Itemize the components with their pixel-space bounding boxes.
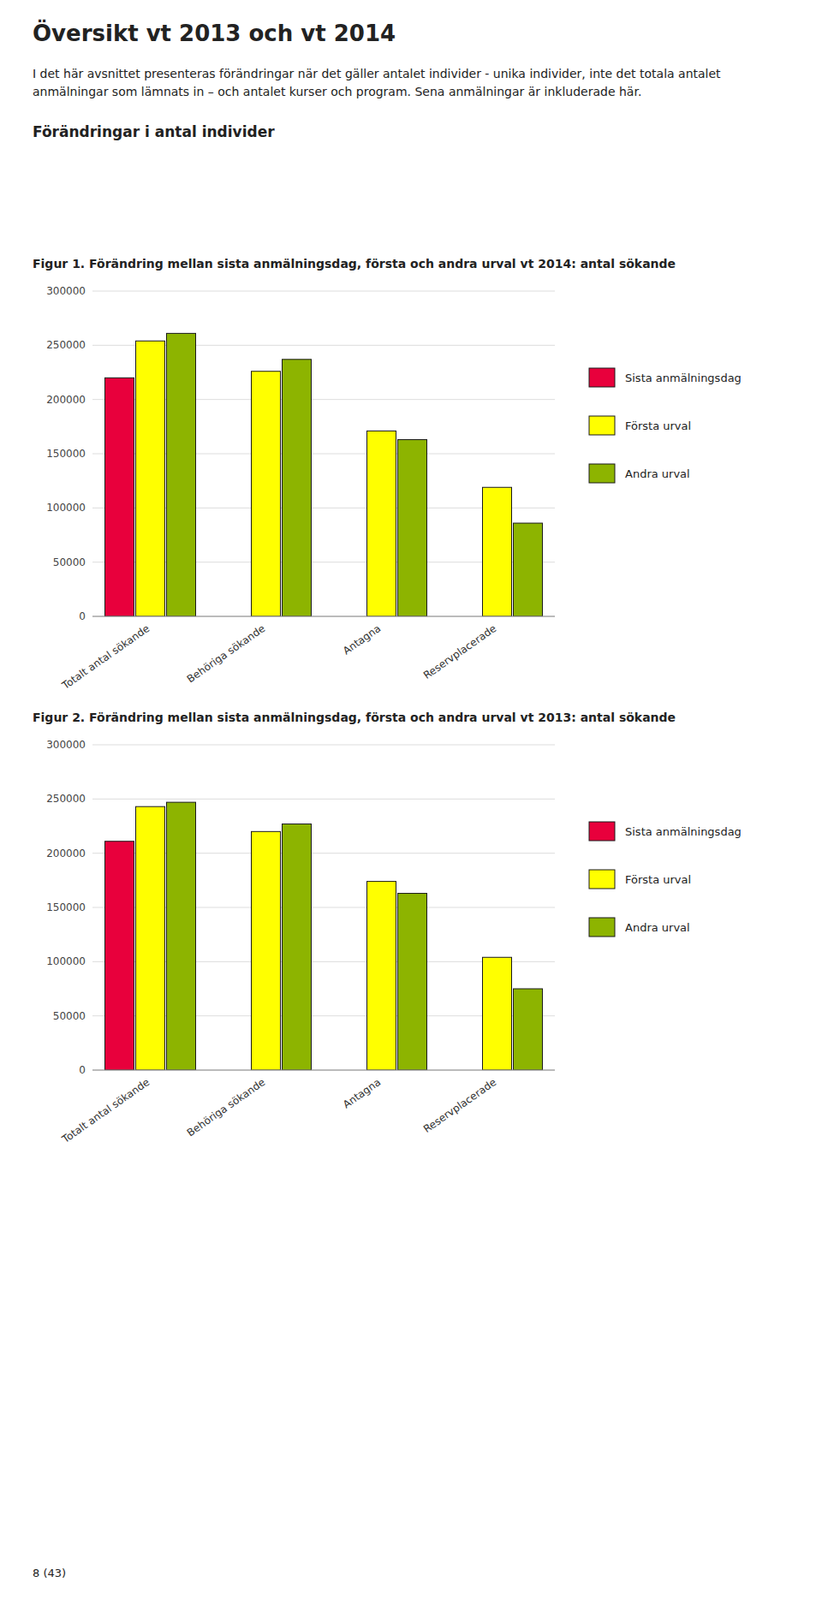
x-tick-label: Totalt antal sökande	[59, 1076, 152, 1146]
x-tick-label: Reservplacerade	[421, 622, 499, 682]
bar	[251, 831, 281, 1071]
x-axis-line	[92, 616, 555, 618]
bar	[367, 881, 397, 1071]
chart-block: Figur 2. Förändring mellan sista anmälni…	[32, 710, 804, 1163]
legend-swatch	[589, 822, 615, 841]
bars	[105, 333, 543, 617]
bar	[166, 333, 197, 617]
chart-svg: 0 50000 100000 150000 200000 250000 300000 Tota…	[32, 731, 804, 1160]
bar	[136, 340, 166, 617]
x-tick-label: Antagna	[340, 1076, 383, 1111]
grid-line	[92, 616, 555, 618]
legend-label: Sista anmälningsdag	[625, 825, 742, 839]
y-tick-label: 150000	[46, 901, 86, 914]
grid-line	[92, 1070, 555, 1072]
legend-swatch	[589, 368, 615, 388]
legend-swatch	[589, 869, 615, 889]
header: Översikt vt 2013 och vt 2014 I det här a…	[32, 20, 790, 141]
legend: Sista anmälningsdag Första urval Andra urv…	[589, 822, 742, 937]
bar	[398, 893, 428, 1071]
x-tick-label: Antagna	[340, 622, 383, 657]
bar	[136, 806, 166, 1071]
chart-title: Figur 2. Förändring mellan sista anmälni…	[32, 710, 804, 725]
legend-label: Andra urval	[625, 921, 691, 935]
y-tick-label: 250000	[46, 339, 86, 352]
y-tick-label: 50000	[53, 1010, 86, 1023]
bar	[513, 988, 543, 1071]
y-tick-label: 100000	[46, 501, 86, 514]
legend-label: Andra urval	[625, 467, 691, 481]
x-tick-label: Reservplacerade	[421, 1076, 499, 1136]
y-tick-label: 100000	[46, 955, 86, 968]
intro-text: I det här avsnittet presenteras förändri…	[32, 65, 790, 102]
chart-title: Figur 1. Förändring mellan sista anmälni…	[32, 256, 804, 271]
bar	[166, 802, 197, 1071]
x-tick-label: Totalt antal sökande	[59, 622, 152, 692]
y-tick-label: 0	[78, 610, 86, 623]
section-title: Förändringar i antal individer	[32, 123, 790, 141]
bar	[482, 487, 513, 617]
bar	[367, 430, 397, 617]
chart-block: Figur 1. Förändring mellan sista anmälni…	[32, 256, 804, 709]
bar	[513, 523, 543, 617]
legend: Sista anmälningsdag Första urval Andra urv…	[589, 368, 742, 483]
legend-swatch	[589, 464, 615, 483]
bar	[398, 440, 428, 617]
bar	[105, 841, 135, 1071]
bar	[282, 359, 312, 617]
y-tick-label: 150000	[46, 447, 86, 460]
y-tick-label: 50000	[53, 556, 86, 569]
x-tick-label: Behöriga sökande	[184, 622, 268, 685]
x-tick-label: Behöriga sökande	[184, 1076, 268, 1139]
grid-line	[92, 744, 555, 746]
grid-line	[92, 291, 555, 292]
y-tick-label: 300000	[46, 738, 86, 751]
y-tick-label: 300000	[46, 285, 86, 298]
y-tick-label: 200000	[46, 847, 86, 860]
bar	[105, 377, 135, 617]
grid-line	[92, 798, 555, 800]
legend-swatch	[589, 416, 615, 435]
x-axis-line	[92, 1070, 555, 1072]
grid	[92, 744, 555, 1071]
legend-label: Första urval	[625, 419, 691, 433]
y-tick-label: 250000	[46, 792, 86, 805]
grid	[92, 291, 555, 617]
bar	[282, 823, 312, 1071]
y-tick-label: 200000	[46, 393, 86, 406]
page-title: Översikt vt 2013 och vt 2014	[32, 20, 790, 47]
bar	[251, 371, 281, 617]
bar	[482, 957, 513, 1071]
footer: 8 (43)	[32, 1566, 66, 1580]
legend-label: Första urval	[625, 873, 691, 887]
chart-svg: 0 50000 100000 150000 200000 250000 300000 Tota…	[32, 277, 804, 706]
y-tick-label: 0	[78, 1064, 86, 1077]
legend-swatch	[589, 917, 615, 937]
bars	[105, 802, 543, 1071]
legend-label: Sista anmälningsdag	[625, 371, 742, 385]
